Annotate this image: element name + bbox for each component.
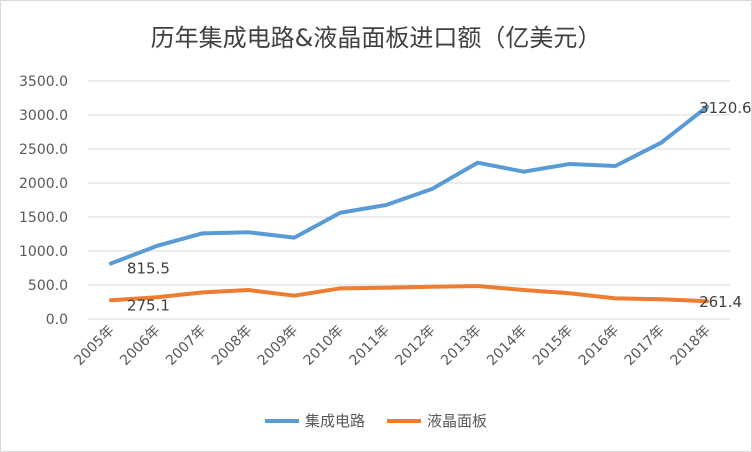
data-label: 261.4 bbox=[699, 293, 742, 311]
legend-item-ic: 集成电路 bbox=[264, 410, 365, 431]
y-tick-label: 2000.0 bbox=[19, 176, 68, 192]
y-tick-label: 2500.0 bbox=[19, 142, 68, 158]
y-tick-label: 3000.0 bbox=[19, 108, 68, 124]
y-tick-label: 1000.0 bbox=[19, 244, 68, 260]
x-tick-label: 2013年 bbox=[438, 323, 484, 369]
data-label: 3120.6 bbox=[699, 99, 752, 117]
x-tick-label: 2012年 bbox=[392, 323, 438, 369]
x-tick-label: 2017年 bbox=[622, 323, 668, 369]
chart-title: 历年集成电路&液晶面板进口额（亿美元） bbox=[150, 24, 602, 52]
legend-swatch bbox=[387, 418, 421, 423]
legend: 集成电路 液晶面板 bbox=[0, 410, 752, 431]
x-tick-label: 2010年 bbox=[301, 323, 347, 369]
x-tick-label: 2011年 bbox=[346, 323, 392, 369]
x-tick-label: 2016年 bbox=[576, 323, 622, 369]
legend-label: 集成电路 bbox=[304, 412, 365, 430]
x-tick-label: 2009年 bbox=[255, 323, 301, 369]
x-tick-label: 2014年 bbox=[484, 323, 530, 369]
legend-item-lcd: 液晶面板 bbox=[387, 410, 487, 431]
y-tick-label: 3500.0 bbox=[19, 74, 68, 90]
x-tick-label: 2006年 bbox=[117, 323, 163, 369]
x-tick-label: 2015年 bbox=[530, 323, 576, 369]
data-label: 815.5 bbox=[127, 260, 170, 278]
x-tick-label: 2008年 bbox=[209, 323, 255, 369]
data-label: 275.1 bbox=[127, 296, 170, 314]
legend-swatch bbox=[264, 418, 299, 423]
series-line-ic bbox=[108, 104, 710, 266]
legend-label: 液晶面板 bbox=[427, 412, 488, 430]
y-tick-label: 500.0 bbox=[28, 278, 68, 294]
x-tick-label: 2007年 bbox=[163, 323, 209, 369]
y-tick-label: 0.0 bbox=[46, 312, 68, 328]
series-line-lcd bbox=[108, 284, 710, 304]
y-tick-label: 1500.0 bbox=[19, 210, 68, 226]
x-tick-label: 2005年 bbox=[71, 323, 117, 369]
x-tick-label: 2018年 bbox=[667, 323, 713, 369]
